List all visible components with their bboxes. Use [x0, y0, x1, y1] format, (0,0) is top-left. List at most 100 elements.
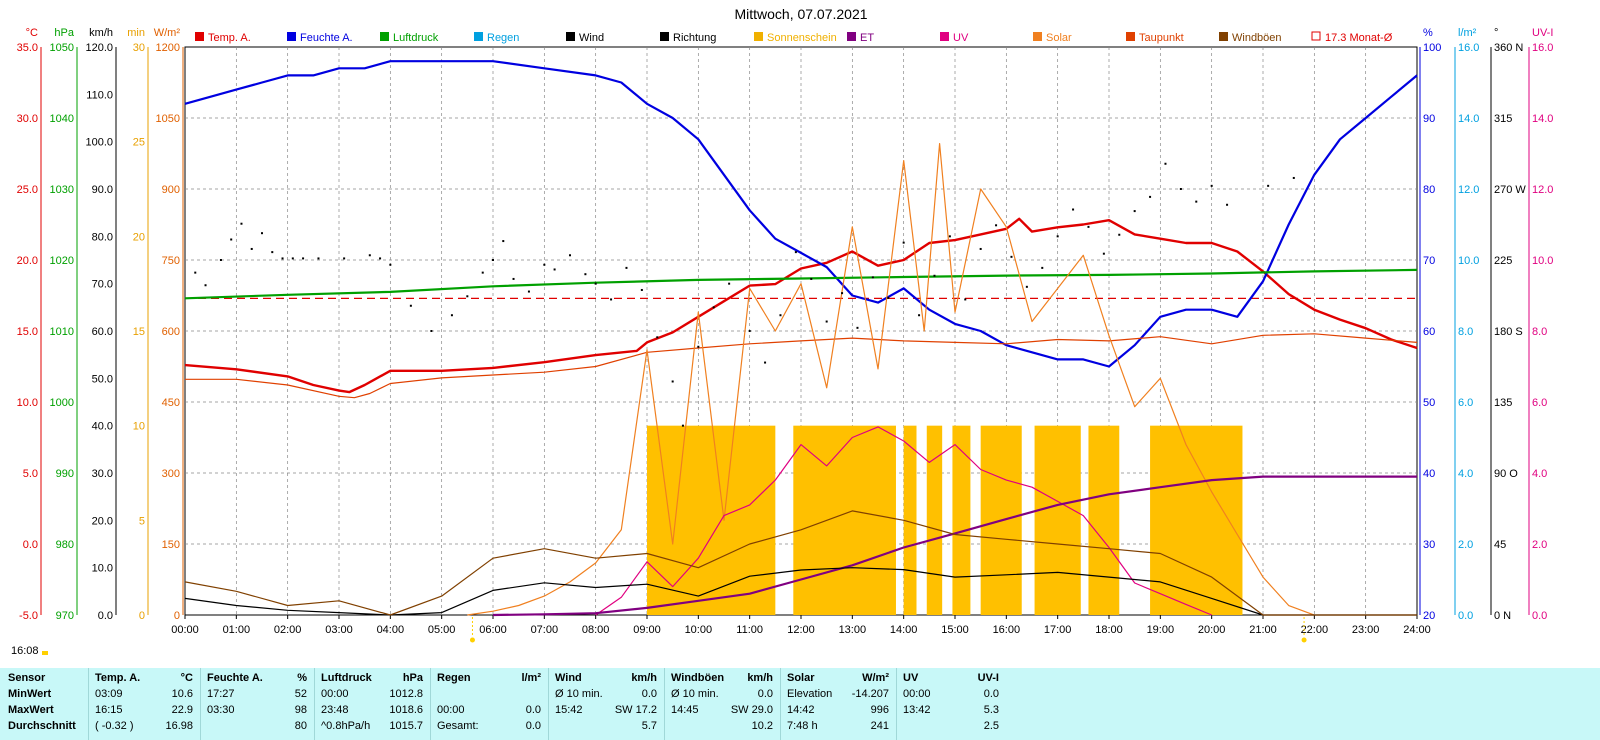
stats-group-4-row-2-value: 5.7 [641, 720, 657, 732]
stats-group-4-unit: km/h [631, 672, 657, 684]
stats-group-2-name: Luftdruck [321, 672, 372, 684]
axis-left-2-tick-8: 40.0 [92, 421, 113, 433]
axis-left-3-tick-4: 10 [133, 421, 145, 433]
direction-point-46 [856, 326, 859, 329]
direction-point-62 [1102, 252, 1105, 255]
axis-left-3-tick-1: 25 [133, 137, 145, 149]
chart-title: Mittwoch, 07.07.2021 [734, 6, 867, 22]
axis-right-3-tick-5: 6.0 [1532, 397, 1547, 409]
axis-right-2-tick-2: 270 W [1494, 184, 1526, 196]
legend-label-1: Feuchte A. [300, 32, 353, 44]
axis-right-0-tick-6: 40 [1423, 468, 1435, 480]
direction-point-1 [204, 284, 207, 287]
x-tick-label-11: 11:00 [736, 624, 763, 636]
x-tick-label-7: 07:00 [531, 624, 559, 636]
direction-point-10 [302, 257, 305, 260]
axis-left-0-tick-8: -5.0 [19, 610, 38, 622]
legend-label-12: 17.3 Monat-Ø [1325, 32, 1393, 44]
axis-right-0-tick-8: 20 [1423, 610, 1435, 622]
axis-right-3-tick-7: 2.0 [1532, 539, 1547, 551]
axis-right-1-tick-0: 16.0 [1458, 42, 1479, 54]
stats-group-1-row-0-value: 52 [294, 688, 307, 700]
stats-group-3-row-1-time: 00:00 [437, 704, 465, 716]
stats-group-1-row-0-time: 17:27 [207, 688, 235, 700]
series-line-temp-a [184, 217, 1418, 394]
axis-left-1-tick-5: 1000 [50, 397, 74, 409]
direction-point-28 [584, 273, 587, 276]
sunshine-block-7 [1088, 425, 1120, 615]
series-line-uv [595, 426, 1212, 616]
direction-point-66 [1164, 162, 1167, 165]
series-line-feuchte-a [184, 60, 1418, 368]
stats-label-min: MinWert [8, 688, 52, 700]
direction-point-57 [1025, 285, 1028, 288]
axis-left-3-tick-5: 5 [139, 515, 145, 527]
axis-right-1-tick-5: 6.0 [1458, 397, 1473, 409]
legend-label-5: Richtung [673, 32, 716, 44]
stats-group-6-row-2-time: 7:48 h [787, 720, 818, 732]
axis-left-1-tick-0: 1050 [50, 42, 74, 54]
legend-swatch-2 [380, 32, 389, 41]
axis-left-0-tick-1: 30.0 [17, 113, 38, 125]
axis-left-0-tick-5: 10.0 [17, 397, 38, 409]
stats-group-5-row-1-value: SW 29.0 [730, 704, 773, 716]
axis-right-2-tick-3: 225 [1494, 255, 1512, 267]
stats-group-4-row-1-value: SW 17.2 [614, 704, 657, 716]
axis-left-2-tick-10: 20.0 [92, 515, 113, 527]
sunshine-block-3 [926, 425, 943, 615]
axis-right-unit-1: l/m² [1458, 27, 1477, 39]
direction-point-22 [502, 240, 505, 243]
stats-header-sensor: Sensor [8, 672, 46, 684]
x-tick-label-2: 02:00 [274, 624, 302, 636]
direction-point-70 [1226, 203, 1229, 206]
stats-group-0-row-2-value: 16.98 [165, 720, 193, 732]
direction-point-42 [794, 251, 797, 254]
direction-point-34 [671, 380, 674, 383]
legend-swatch-10 [1126, 32, 1135, 41]
stats-group-3-name: Regen [437, 672, 471, 684]
stats-group-2-row-2-value: 1015.7 [389, 720, 423, 732]
direction-point-60 [1072, 208, 1075, 211]
axis-left-2-tick-4: 80.0 [92, 231, 113, 243]
stats-group-1-unit: % [297, 672, 307, 684]
direction-point-35 [681, 424, 684, 427]
axis-left-0-tick-7: 0.0 [23, 539, 38, 551]
clock-marker [42, 651, 48, 655]
stats-group-5-row-0-time: Ø 10 min. [671, 688, 719, 700]
direction-point-5 [250, 247, 253, 250]
axis-left-1-tick-1: 1040 [50, 113, 74, 125]
direction-point-32 [640, 288, 643, 291]
stats-group-2-row-2-time: ^0.8hPa/h [321, 720, 371, 732]
direction-point-31 [625, 266, 628, 269]
stats-group-5-unit: km/h [747, 672, 773, 684]
direction-point-48 [887, 296, 890, 299]
stats-group-6-unit: W/m² [862, 672, 889, 684]
axis-left-1-tick-6: 990 [56, 468, 74, 480]
axis-left-4-tick-4: 600 [162, 326, 180, 338]
direction-point-25 [543, 263, 546, 266]
sunshine-block-0 [647, 425, 776, 615]
direction-point-24 [527, 290, 530, 293]
direction-point-54 [979, 247, 982, 250]
direction-point-20 [481, 271, 484, 274]
axis-right-0-tick-7: 30 [1423, 539, 1435, 551]
series-line-taupunkt [185, 333, 1418, 399]
stats-group-1: Feuchte A.% 17:27 52 03:30 98 80 [200, 668, 315, 740]
direction-point-50 [918, 314, 921, 317]
axis-left-2-tick-0: 120.0 [85, 42, 113, 54]
direction-point-64 [1133, 210, 1136, 213]
axis-left-3-tick-3: 15 [133, 326, 145, 338]
stats-group-3-row-2-value: 0.0 [525, 720, 541, 732]
direction-point-53 [964, 298, 967, 301]
direction-point-13 [368, 254, 371, 257]
axis-right-3-tick-8: 0.0 [1532, 610, 1547, 622]
direction-point-0 [194, 271, 197, 274]
axis-left-1-tick-7: 980 [56, 539, 74, 551]
stats-group-7-name: UV [903, 672, 919, 684]
direction-point-43 [810, 277, 813, 280]
axis-left-2-tick-11: 10.0 [92, 563, 113, 575]
x-tick-label-18: 18:00 [1095, 624, 1123, 636]
direction-point-14 [379, 257, 382, 260]
axis-left-4-tick-7: 150 [162, 539, 180, 551]
axis-right-3-tick-0: 16.0 [1532, 42, 1553, 54]
